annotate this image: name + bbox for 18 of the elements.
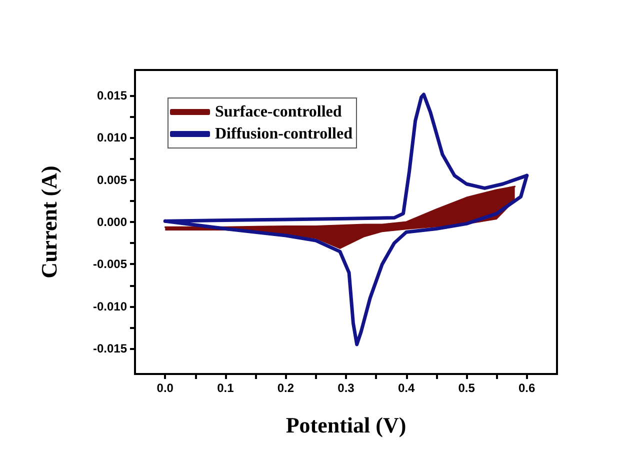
y-axis-title: Current (A) bbox=[36, 166, 62, 278]
x-tick-label: 0.0 bbox=[156, 381, 174, 395]
x-tick-label: 0.5 bbox=[458, 381, 476, 395]
y-tick-label: 0.015 bbox=[96, 88, 128, 102]
x-tick-label: 0.4 bbox=[398, 381, 415, 395]
x-tick-label: 0.6 bbox=[518, 381, 536, 395]
legend-label: Diffusion-controlled bbox=[215, 126, 353, 142]
x-axis-title: Potential (V) bbox=[286, 412, 406, 438]
x-tick-label: 0.2 bbox=[277, 381, 294, 395]
y-tick-label: 0.010 bbox=[96, 130, 128, 145]
y-tick-label: -0.010 bbox=[92, 299, 128, 314]
x-tick-label: 0.1 bbox=[217, 381, 234, 395]
x-tick-label: 0.3 bbox=[338, 381, 355, 395]
legend-label: Surface-controlled bbox=[215, 104, 342, 120]
y-tick-label: -0.015 bbox=[92, 342, 128, 356]
y-tick-label: -0.005 bbox=[92, 257, 128, 272]
y-tick-label: 0.000 bbox=[96, 215, 128, 229]
y-tick-label: 0.005 bbox=[96, 172, 128, 187]
